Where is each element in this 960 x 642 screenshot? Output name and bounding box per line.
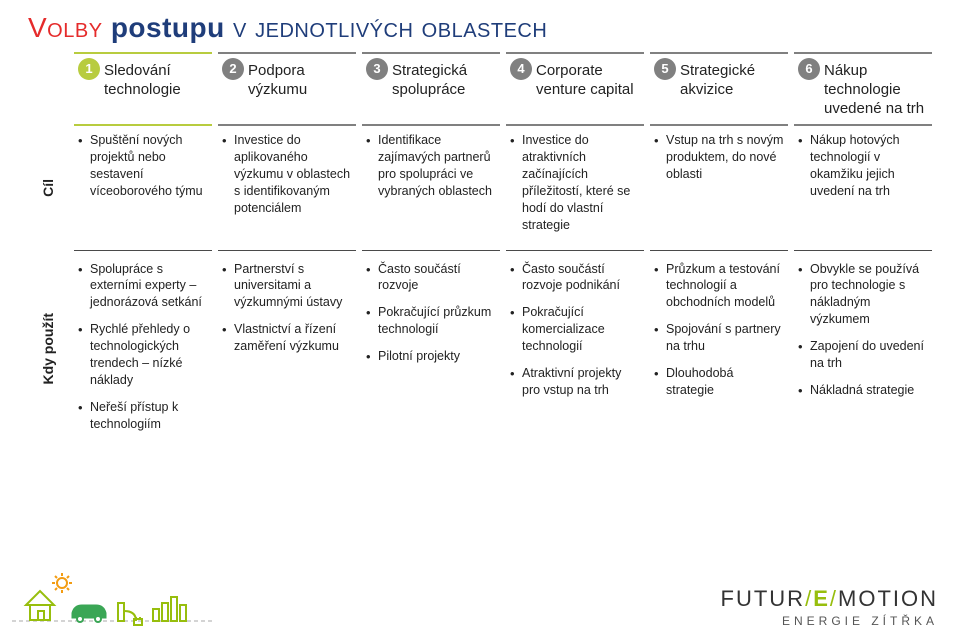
list-item: Pokračující komercializace technologií	[510, 304, 640, 355]
column-header-5: 5Strategické akvizice	[650, 52, 788, 126]
list-item: Neřeší přístup k technologiím	[78, 399, 208, 433]
cil-cell-1: Spuštění nových projektů nebo sestavení …	[74, 126, 212, 249]
kdy-cell-3: Často součástí rozvoje Pokračující průzku…	[362, 250, 500, 449]
list-item: Atraktivní projekty pro vstup na trh	[510, 365, 640, 399]
title-part2: postupu	[111, 12, 225, 43]
cil-cell-4: Investice do atraktivních začínajících p…	[506, 126, 644, 249]
list-item: Dlouhodobá strategie	[654, 365, 784, 399]
kdy-cell-2: Partnerství s universitami a výzkumnými …	[218, 250, 356, 449]
list-item: Identifikace zajímavých partnerů pro spo…	[366, 132, 496, 200]
column-number-badge: 4	[510, 58, 532, 80]
side-label-cil: Cíl	[40, 179, 56, 197]
brand-sub: ENERGIE ZÍTŘKA	[721, 614, 938, 628]
column-header-text: Nákup technologie uvedené na trh	[824, 62, 926, 118]
list-item: Spuštění nových projektů nebo sestavení …	[78, 132, 208, 200]
list-item: Spolupráce s externími experty – jednorá…	[78, 261, 208, 312]
column-header-2: 2Podpora výzkumu	[218, 52, 356, 126]
cil-cell-2: Investice do aplikovaného výzkumu v obla…	[218, 126, 356, 249]
column-header-text: Podpora výzkumu	[248, 62, 350, 100]
list-item: Vstup na trh s novým produktem, do nové …	[654, 132, 784, 183]
list-item: Rychlé přehledy o technologických trende…	[78, 321, 208, 389]
brand-text-1: FUTUR	[721, 586, 806, 611]
list-item: Nákladná strategie	[798, 382, 928, 399]
column-number-badge: 2	[222, 58, 244, 80]
column-number-badge: 6	[798, 58, 820, 80]
list-item: Obvykle se používá pro technologie s nák…	[798, 261, 928, 329]
list-item: Spojování s partnery na trhu	[654, 321, 784, 355]
brand-slash-1: /	[805, 586, 813, 611]
column-number-badge: 3	[366, 58, 388, 80]
list-item: Nákup hotových technologií v okamžiku je…	[798, 132, 928, 200]
column-header-text: Sledování technologie	[104, 62, 206, 100]
brand-slash-2: /	[830, 586, 838, 611]
column-header-text: Corporate venture capital	[536, 62, 638, 100]
list-item: Investice do atraktivních začínajících p…	[510, 132, 640, 233]
brand-text-2: MOTION	[838, 586, 938, 611]
brand-e: E	[813, 586, 830, 611]
column-number-badge: 1	[78, 58, 100, 80]
list-item: Průzkum a testování technologií a obchod…	[654, 261, 784, 312]
kdy-cell-6: Obvykle se používá pro technologie s nák…	[794, 250, 932, 449]
list-item: Pilotní projekty	[366, 348, 496, 365]
title-part3: v jednotlivých oblastech	[233, 12, 547, 43]
footer-brand: FUTUR/E/MOTION ENERGIE ZÍTŘKA	[721, 586, 938, 628]
brand-main: FUTUR/E/MOTION	[721, 586, 938, 612]
kdy-cell-4: Často součástí rozvoje podnikání Pokračuj…	[506, 250, 644, 449]
kdy-cell-5: Průzkum a testování technologií a obchod…	[650, 250, 788, 449]
title-part1: Volby	[28, 12, 103, 43]
footer-illustration	[8, 573, 218, 634]
side-label-kdy: Kdy použít	[40, 313, 56, 385]
column-header-1: 1Sledování technologie	[74, 52, 212, 126]
list-item: Často součástí rozvoje podnikání	[510, 261, 640, 295]
slide-title: Volby postupu v jednotlivých oblastech	[28, 12, 932, 44]
cil-cell-5: Vstup na trh s novým produktem, do nové …	[650, 126, 788, 249]
list-item: Investice do aplikovaného výzkumu v obla…	[222, 132, 352, 216]
list-item: Často součástí rozvoje	[366, 261, 496, 295]
column-number-badge: 5	[654, 58, 676, 80]
column-header-3: 3Strategická spolupráce	[362, 52, 500, 126]
list-item: Partnerství s universitami a výzkumnými …	[222, 261, 352, 312]
list-item: Vlastnictví a řízení zaměření výzkumu	[222, 321, 352, 355]
cil-cell-3: Identifikace zajímavých partnerů pro spo…	[362, 126, 500, 249]
column-header-6: 6Nákup technologie uvedené na trh	[794, 52, 932, 126]
cil-cell-6: Nákup hotových technologií v okamžiku je…	[794, 126, 932, 249]
column-header-text: Strategické akvizice	[680, 62, 782, 100]
content-grid: Cíl Kdy použít 1Sledování technologieSpu…	[28, 52, 932, 448]
column-header-4: 4Corporate venture capital	[506, 52, 644, 126]
list-item: Zapojení do uvedení na trh	[798, 338, 928, 372]
column-header-text: Strategická spolupráce	[392, 62, 494, 100]
kdy-cell-1: Spolupráce s externími experty – jednorá…	[74, 250, 212, 449]
list-item: Pokračující průzkum technologií	[366, 304, 496, 338]
